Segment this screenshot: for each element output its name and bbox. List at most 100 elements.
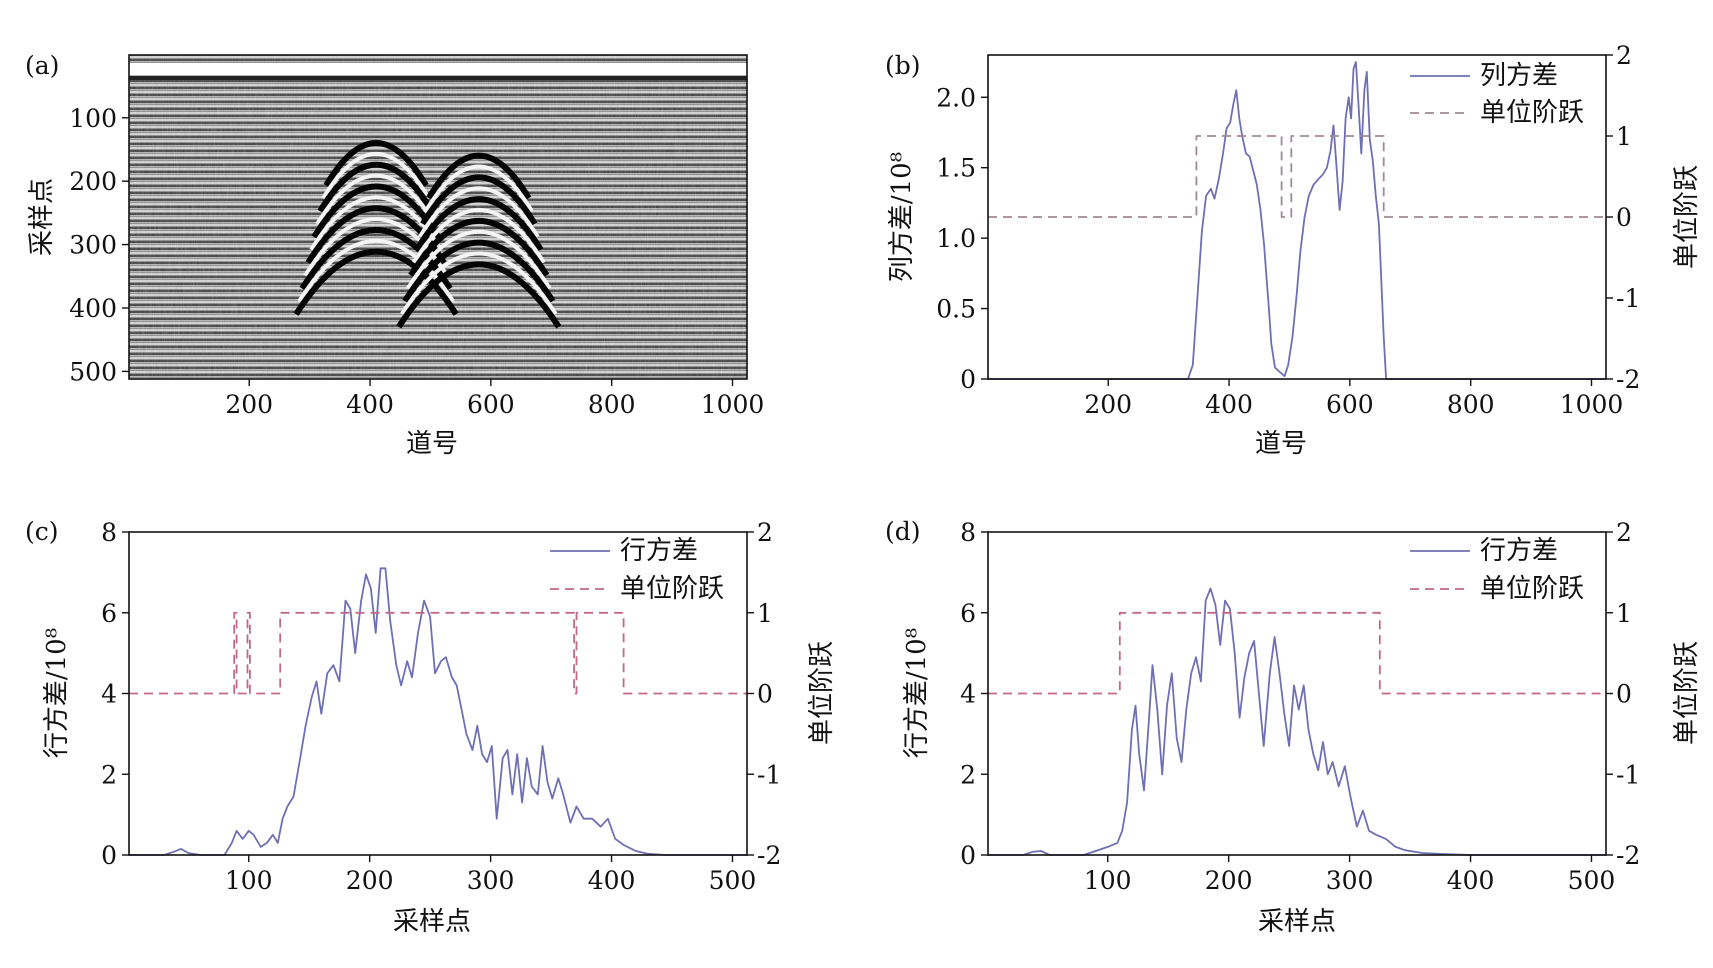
panel-c-series-step-line — [129, 611, 747, 695]
panel-b-x-ticks: 200 400 600 800 1000 — [1084, 379, 1623, 419]
panel-a-ylabel: 采样点 — [27, 178, 57, 256]
panel-c-ytick-label: 6 — [101, 599, 117, 628]
panel-c-series-variance-line — [129, 567, 747, 856]
panel-b-legend-step: 单位阶跃 — [1480, 98, 1584, 128]
panel-a-ytick-label: 200 — [69, 167, 117, 196]
panel-d-series-step-line — [988, 611, 1606, 695]
panel-a-ytick-label: 100 — [69, 104, 117, 133]
panel-c-y2-ticks: -2 -1 0 1 2 — [747, 518, 781, 870]
panel-c-series — [129, 567, 747, 856]
panel-b-series-step-line — [988, 135, 1606, 218]
panel-b-ylabel: 列方差/10⁸ — [887, 152, 917, 282]
panel-b-y2label: 单位阶跃 — [1672, 165, 1702, 269]
panel-d-y2tick-label: 1 — [1616, 599, 1632, 628]
panel-d-legend: 行方差 单位阶跃 — [1410, 536, 1584, 604]
panel-b-column-variance: (b) 200 400 600 800 1000 0 0.5 1.0 1.5 2.0 -2 -1 0… — [885, 41, 1702, 459]
panel-a-ytick-label: 400 — [69, 294, 117, 323]
panel-b-xtick-label: 400 — [1205, 390, 1253, 419]
panel-a-xtick-label: 800 — [588, 390, 636, 419]
panel-a-xlabel: 道号 — [406, 429, 458, 459]
panel-d-y-ticks: 0 2 4 6 8 — [960, 518, 988, 870]
panel-d-y2tick-label: 0 — [1616, 680, 1632, 709]
panel-d-y2label: 单位阶跃 — [1672, 641, 1702, 745]
panel-d-legend-variance: 行方差 — [1480, 536, 1558, 566]
panel-b-xlabel: 道号 — [1255, 429, 1307, 459]
panel-a-image — [129, 55, 747, 379]
panel-a-xtick-label: 200 — [225, 390, 273, 419]
panel-d-ytick-label: 0 — [960, 841, 976, 870]
panel-c-legend-variance: 行方差 — [620, 536, 698, 566]
panel-c-xtick-label: 200 — [346, 866, 394, 895]
panel-c-ylabel: 行方差/10⁸ — [42, 628, 72, 758]
panel-d-x-ticks: 100 200 300 400 500 — [1084, 855, 1615, 895]
panel-a-y-ticks: 100 200 300 400 500 — [69, 104, 129, 386]
panel-d-y2tick-label: -2 — [1616, 841, 1640, 870]
panel-b-y-ticks: 0 0.5 1.0 1.5 2.0 — [936, 83, 988, 394]
panel-d-ytick-label: 2 — [960, 760, 976, 789]
panel-a-reflection-band — [408, 218, 550, 277]
panel-a-reflection-band — [424, 164, 534, 213]
panel-b-legend-variance: 列方差 — [1480, 61, 1558, 91]
panel-a-hyperbola-reflections — [293, 140, 562, 329]
panel-b-series — [988, 61, 1606, 380]
panel-a-reflection-band — [396, 261, 562, 329]
panel-a-label: (a) — [25, 51, 59, 80]
panel-a-x-ticks: 200 400 600 800 1000 — [225, 379, 764, 419]
panel-c-legend-step: 单位阶跃 — [620, 574, 724, 604]
panel-c-y2tick-label: 0 — [757, 680, 773, 709]
panel-c-xlabel: 采样点 — [393, 907, 471, 937]
panel-a-frame — [128, 54, 748, 380]
panel-c-y2label: 单位阶跃 — [807, 641, 837, 745]
panel-a-reflection-band — [412, 208, 546, 264]
panel-b-ytick-label: 0.5 — [936, 295, 976, 324]
panel-d-xtick-label: 300 — [1326, 866, 1374, 895]
panel-a-reflection-band — [426, 152, 532, 200]
panel-d-y2tick-label: -1 — [1616, 760, 1640, 789]
panel-a-reflection-band — [414, 196, 544, 252]
panel-d-xtick-label: 100 — [1084, 866, 1132, 895]
panel-b-y2tick-label: -2 — [1616, 365, 1640, 394]
panel-d-label: (d) — [885, 517, 921, 546]
panel-a-reflection-band — [317, 161, 435, 213]
panel-a-reflection-band — [420, 174, 538, 226]
panel-b-ytick-label: 1.0 — [936, 224, 976, 253]
panel-d-row-variance: (d) 100 200 300 400 500 0 2 4 6 8 -2 -1 0 1 2 采样点 行方… — [885, 517, 1702, 937]
panel-d-xtick-label: 200 — [1205, 866, 1253, 895]
panel-a-reflection-band — [406, 229, 552, 290]
panel-b-xtick-label: 1000 — [1560, 390, 1624, 419]
panel-b-legend: 列方差 单位阶跃 — [1410, 61, 1584, 128]
panel-a-reflection-band — [311, 183, 441, 239]
panel-c-xtick-label: 400 — [588, 866, 636, 895]
panel-d-series — [988, 587, 1606, 856]
panel-d-ytick-label: 6 — [960, 599, 976, 628]
panel-a-xtick-label: 1000 — [701, 390, 765, 419]
panel-d-y2tick-label: 2 — [1616, 518, 1632, 547]
panel-c-y2tick-label: -2 — [757, 841, 781, 870]
panel-b-y2tick-label: 2 — [1616, 41, 1632, 70]
panel-a-reflection-band — [400, 251, 558, 316]
panel-a-reflection-band — [305, 205, 447, 265]
panel-b-series-variance-line — [988, 61, 1606, 380]
panel-d-ytick-label: 8 — [960, 518, 976, 547]
panel-c-label: (c) — [25, 517, 59, 546]
panel-b-y2tick-label: 1 — [1616, 122, 1632, 151]
panel-a-reflection-band — [323, 140, 429, 187]
panel-b-label: (b) — [885, 51, 921, 80]
panel-c-xtick-label: 500 — [709, 866, 757, 895]
panel-a-reflection-band — [418, 186, 540, 238]
panel-d-legend-step: 单位阶跃 — [1480, 574, 1584, 604]
panel-b-ytick-label: 1.5 — [936, 154, 976, 183]
panel-c-legend: 行方差 单位阶跃 — [550, 536, 724, 604]
panel-b-ytick-label: 0 — [960, 365, 976, 394]
panel-b-xtick-label: 200 — [1084, 390, 1132, 419]
panel-d-xtick-label: 400 — [1447, 866, 1495, 895]
panel-c-y2tick-label: 1 — [757, 599, 773, 628]
panel-b-ytick-label: 2.0 — [936, 83, 976, 112]
panel-c-y2tick-label: 2 — [757, 518, 773, 547]
panel-a-xtick-label: 400 — [346, 390, 394, 419]
panel-d-ylabel: 行方差/10⁸ — [902, 628, 932, 758]
panel-d-series-variance-line — [988, 587, 1606, 856]
panel-d-xlabel: 采样点 — [1258, 907, 1336, 937]
